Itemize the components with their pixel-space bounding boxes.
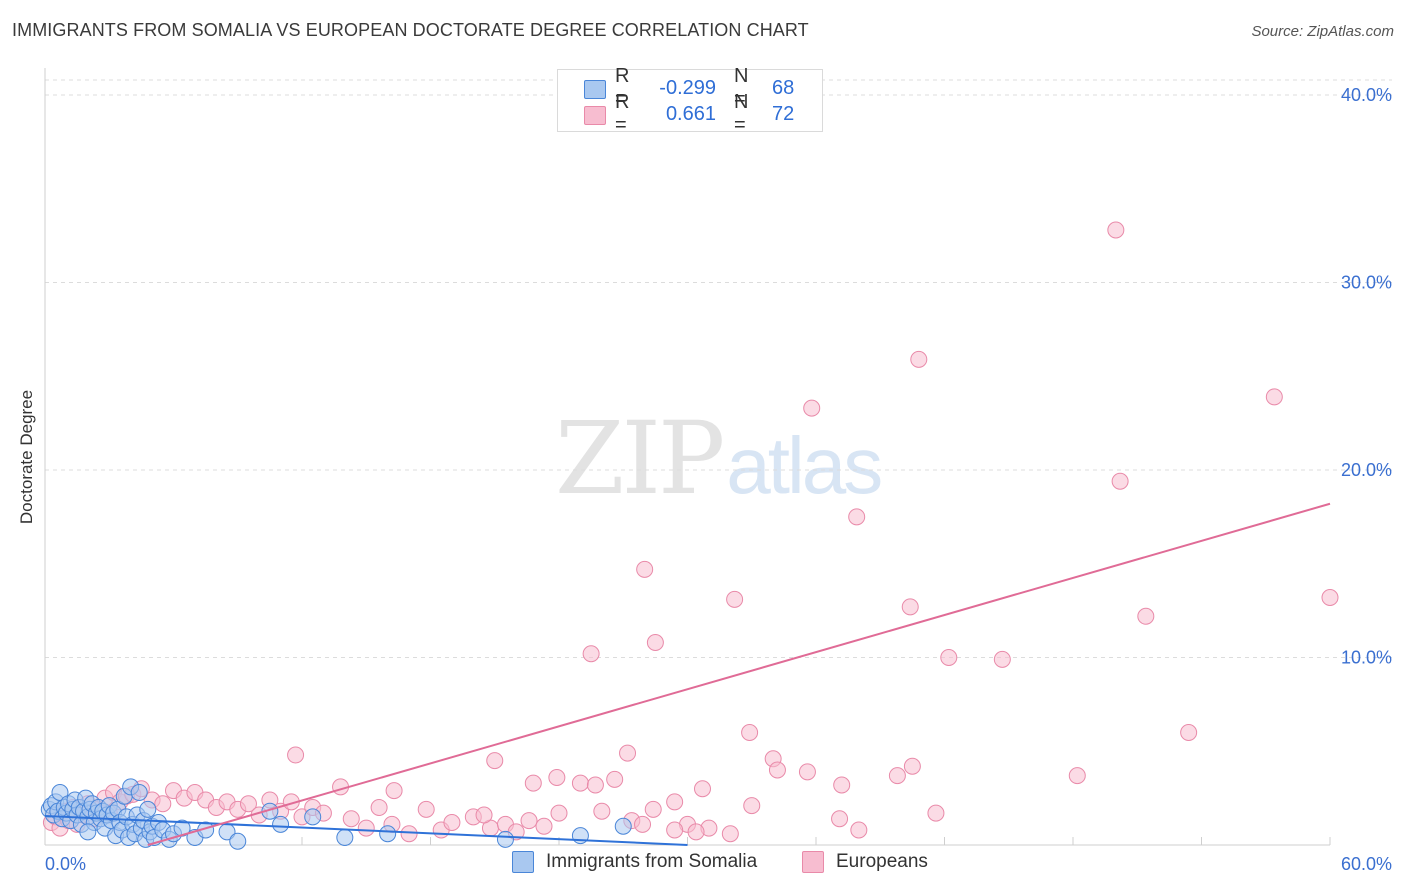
europeans-point: [370, 799, 388, 816]
europeans-point: [768, 761, 786, 779]
somalia-point: [130, 784, 148, 801]
europeans-point: [524, 774, 542, 792]
europeans-point: [400, 825, 418, 843]
europeans-point: [443, 814, 461, 831]
legend-label-somalia: Immigrants from Somalia: [546, 851, 758, 872]
legend-n-label: N =: [734, 91, 749, 136]
correlation-legend: R = -0.299 N = 68 R = 0.661 N = 72: [557, 65, 823, 136]
source-label: Source: ZipAtlas.com: [1251, 23, 1394, 40]
europeans-point: [239, 795, 257, 813]
europeans-point: [606, 770, 624, 788]
europeans-point: [619, 744, 637, 762]
europeans-point: [927, 804, 945, 822]
europeans-point: [1137, 607, 1155, 625]
europeans-point: [154, 795, 172, 813]
europeans-trendline: [147, 502, 1331, 846]
europeans-point: [385, 782, 403, 800]
europeans-point: [550, 804, 568, 822]
legend-n-label: N =: [734, 65, 749, 110]
y-tick-label: 20.0%: [1341, 460, 1392, 480]
europeans-point: [726, 590, 744, 608]
europeans-point: [831, 810, 849, 828]
europeans-point: [1107, 221, 1125, 239]
europeans-point: [357, 819, 375, 837]
europeans-point: [287, 746, 305, 764]
europeans-point: [593, 802, 611, 820]
europeans-point: [993, 650, 1011, 668]
europeans-point: [475, 806, 493, 824]
europeans-point: [342, 810, 360, 828]
europeans-point: [520, 812, 538, 830]
europeans-point: [417, 800, 435, 818]
x-tick-label: 60.0%: [1341, 854, 1392, 874]
legend-item-europeans: Europeans: [802, 851, 928, 873]
europeans-point: [833, 776, 851, 794]
europeans-point: [644, 800, 662, 818]
somalia-point: [496, 830, 514, 848]
legend-r-value: 0.661: [665, 102, 716, 125]
europeans-point: [582, 645, 600, 663]
europeans-point: [636, 560, 654, 578]
europeans-point: [646, 634, 664, 651]
legend-label-europeans: Europeans: [836, 851, 928, 872]
somalia-point: [229, 832, 247, 850]
europeans-point: [1321, 589, 1339, 606]
europeans-point: [910, 350, 928, 368]
europeans-point: [571, 774, 589, 792]
y-tick-label: 10.0%: [1341, 648, 1392, 668]
europeans-point: [848, 508, 866, 526]
series-legend: Immigrants from Somalia Europeans: [0, 851, 1406, 879]
legend-n-value: 72: [772, 102, 795, 125]
somalia-point: [272, 815, 290, 833]
y-tick-label: 40.0%: [1341, 85, 1392, 105]
legend-n-value: 68: [772, 76, 795, 99]
europeans-point: [693, 780, 711, 798]
somalia-point: [304, 808, 322, 826]
europeans-point: [798, 763, 816, 781]
europeans-point: [743, 797, 761, 815]
legend-swatch-pink: [802, 851, 824, 873]
somalia-point: [79, 823, 97, 841]
somalia-point: [336, 829, 354, 846]
europeans-point: [586, 776, 604, 794]
europeans-point: [721, 825, 739, 843]
europeans-point: [940, 649, 958, 666]
europeans-point: [1111, 472, 1129, 490]
somalia-point: [139, 800, 157, 818]
europeans-point: [666, 821, 684, 839]
europeans-point: [634, 815, 652, 833]
legend-r-value: -0.299: [659, 76, 716, 99]
europeans-point: [548, 769, 566, 786]
europeans-point: [850, 821, 868, 839]
somalia-point: [614, 817, 632, 835]
y-tick-label: 30.0%: [1341, 273, 1392, 293]
europeans-point: [666, 793, 684, 811]
legend-swatch-blue: [584, 80, 606, 99]
europeans-point: [1068, 767, 1086, 785]
legend-r-label: R =: [615, 65, 630, 110]
x-tick-label: 0.0%: [45, 854, 86, 874]
somalia-point: [379, 825, 397, 843]
legend-item-somalia: Immigrants from Somalia: [512, 851, 757, 873]
europeans-point: [741, 724, 759, 741]
europeans-point: [901, 598, 919, 616]
europeans-point: [486, 752, 504, 770]
europeans-point: [687, 823, 705, 841]
europeans-point: [1180, 724, 1198, 741]
chart-title: IMMIGRANTS FROM SOMALIA VS EUROPEAN DOCT…: [12, 20, 809, 40]
somalia-trendline: [44, 814, 688, 846]
europeans-point: [803, 399, 821, 417]
europeans-point: [903, 757, 921, 775]
europeans-point: [888, 767, 906, 785]
legend-swatch-pink: [584, 106, 606, 125]
legend-r-label: R =: [615, 91, 630, 136]
europeans-point: [535, 817, 553, 835]
europeans-point: [1265, 388, 1283, 406]
legend-swatch-blue: [512, 851, 534, 873]
